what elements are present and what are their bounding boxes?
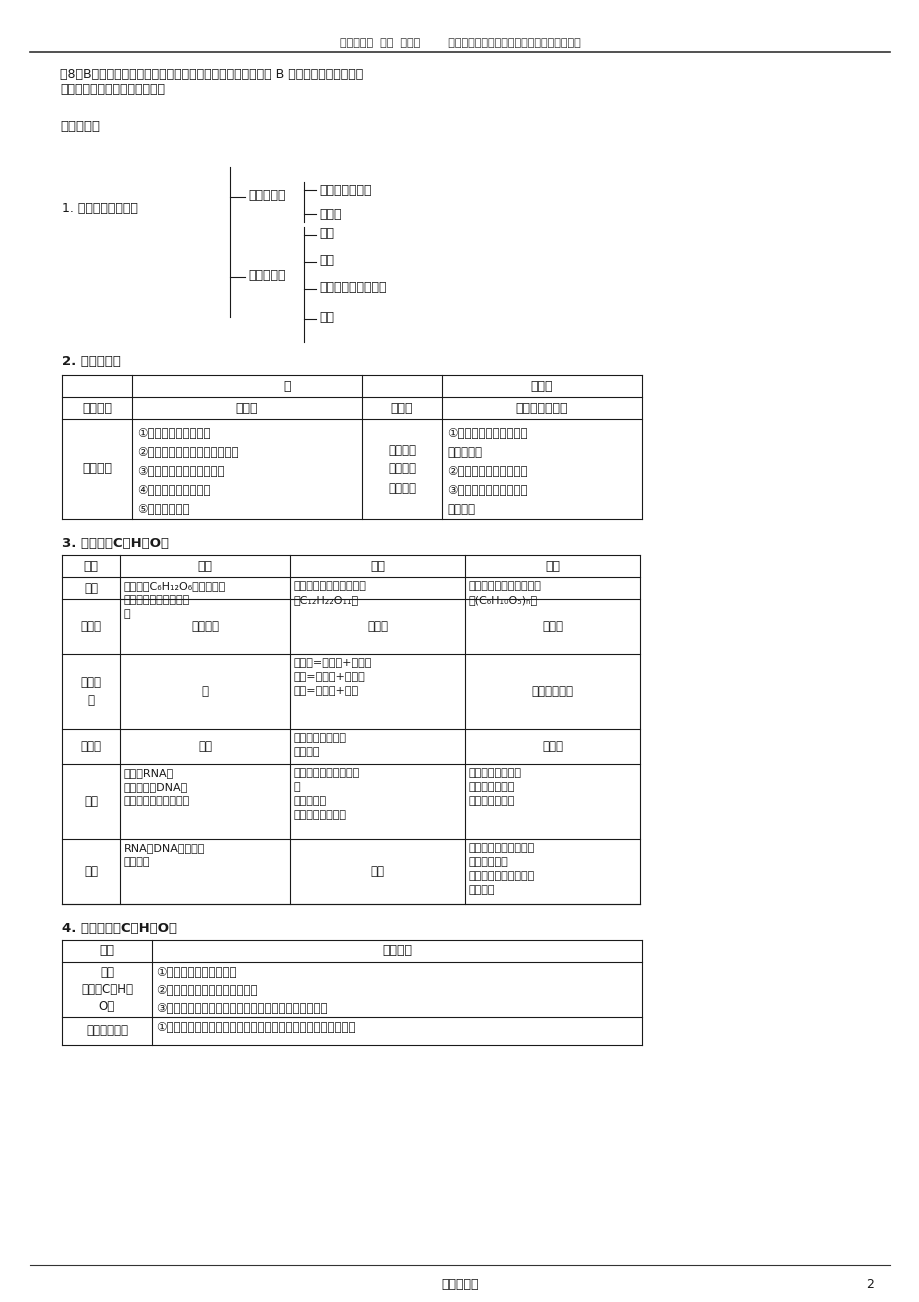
- Text: 是细胞结
构的重要
组成成分: 是细胞结 构的重要 组成成分: [388, 444, 415, 495]
- Text: 1. 构成细胞的化合物: 1. 构成细胞的化合物: [62, 202, 138, 215]
- Text: 能水解: 能水解: [541, 620, 562, 633]
- Text: 无机盐: 无机盐: [530, 379, 552, 392]
- Text: 水解产
物: 水解产 物: [81, 677, 101, 707]
- Text: 核糖：RNA中
脱氧核糖：DNA中
葡萄糖：动植物细胞中: 核糖：RNA中 脱氧核糖：DNA中 葡萄糖：动植物细胞中: [124, 768, 190, 806]
- Text: 4. 脂质（主要C、H、O）: 4. 脂质（主要C、H、O）: [62, 922, 176, 935]
- Text: 不能水解: 不能水解: [191, 620, 219, 633]
- Text: 蔗糖、麦芽糖、乳糖（均
为C₁₂H₂₂O₁₁）: 蔗糖、麦芽糖、乳糖（均 为C₁₂H₂₂O₁₁）: [294, 581, 367, 605]
- Text: 生理功能: 生理功能: [381, 944, 412, 957]
- Text: 二、化合物: 二、化合物: [60, 120, 100, 133]
- Text: 还原性: 还原性: [81, 740, 101, 753]
- Text: 都没有: 都没有: [541, 740, 562, 753]
- Text: 类别: 类别: [84, 560, 98, 573]
- Text: 功能: 功能: [84, 865, 98, 878]
- Text: 结合水: 结合水: [391, 401, 413, 414]
- Text: 单糖: 单糖: [198, 560, 212, 573]
- Text: （8）B：能够促进花粉的萌发和花粉管的伸长。当植物体内缺 B 时，花药和花丝萎缩，
花粉发育不良，影响受精过程。: （8）B：能够促进花粉的萌发和花粉管的伸长。当植物体内缺 B 时，花药和花丝萎缩…: [60, 68, 363, 96]
- Text: 自由水: 自由水: [235, 401, 258, 414]
- Text: （大多数）离子: （大多数）离子: [516, 401, 568, 414]
- Text: 能水解: 能水解: [367, 620, 388, 633]
- Text: 脂肪
（只含C、H、
O）: 脂肪 （只含C、H、 O）: [81, 966, 133, 1013]
- Text: 麦芽糖：发芽大麦、啤
酒
乳糖：乳汁
蔗糖：甘蔗、甜菜: 麦芽糖：发芽大麦、啤 酒 乳糖：乳汁 蔗糖：甘蔗、甜菜: [294, 768, 360, 820]
- Text: ①细胞内良好的储能物质
②减少热量损失，维持体温恒定
③减少内脏器官之间的摩擦，具有缓冲外界压力的作用: ①细胞内良好的储能物质 ②减少热量损失，维持体温恒定 ③减少内脏器官之间的摩擦，…: [156, 966, 327, 1016]
- Text: RNA、DNA的成分；
能源物质: RNA、DNA的成分； 能源物质: [124, 842, 205, 867]
- Text: 都产生葡萄糖: 都产生葡萄糖: [531, 685, 573, 698]
- Text: 淀粉：谷类、薯类
纤维素：细胞壁
糖元：肝、肌肉: 淀粉：谷类、薯类 纤维素：细胞壁 糖元：肝、肌肉: [469, 768, 521, 806]
- Text: 有：麦芽糖、乳糖
无：蔗糖: 有：麦芽糖、乳糖 无：蔗糖: [294, 733, 346, 756]
- Text: 2. 水和无机盐: 2. 水和无机盐: [62, 355, 120, 368]
- Text: 作者：贵州  贵阳  朱伟民        版权所有，禁止转载和上传至其他任何网站！: 作者：贵州 贵阳 朱伟民 版权所有，禁止转载和上传至其他任何网站！: [339, 38, 580, 48]
- Text: ①是细胞内良好的溶剂
②参与生物体内的许多生化反应
③运输营养物质和代谢废物
④为细胞提供液体环境
⑤调节生物体温: ①是细胞内良好的溶剂 ②参与生物体内的许多生化反应 ③运输营养物质和代谢废物 ④…: [137, 427, 238, 516]
- Text: 供能: 供能: [370, 865, 384, 878]
- Text: 葡萄糖（C₆H₁₂O₆）、核糖、
脱氧核糖、果糖、半乳
糖: 葡萄糖（C₆H₁₂O₆）、核糖、 脱氧核糖、果糖、半乳 糖: [124, 581, 226, 618]
- Text: 都有: 都有: [198, 740, 211, 753]
- Text: 二糖: 二糖: [369, 560, 384, 573]
- Text: 水（含量最高）: 水（含量最高）: [319, 184, 371, 197]
- Text: 类脂（磷脂）: 类脂（磷脂）: [85, 1025, 128, 1038]
- Text: 脂质: 脂质: [319, 254, 334, 267]
- Text: 举例: 举例: [84, 582, 98, 595]
- Text: ①是构成细胞膜、线粒体膜、叶绿体膜等结构的重要成分（一切: ①是构成细胞膜、线粒体膜、叶绿体膜等结构的重要成分（一切: [156, 1021, 355, 1034]
- Text: 无机盐: 无机盐: [319, 208, 341, 221]
- Text: 植物：细胞储能物质、
细胞壁的成分
动物：调节血糖、氧化
分解供能: 植物：细胞储能物质、 细胞壁的成分 动物：调节血糖、氧化 分解供能: [469, 842, 535, 894]
- Text: 生理作用: 生理作用: [82, 462, 112, 475]
- Text: 有机化合物: 有机化合物: [248, 270, 285, 283]
- Text: 2: 2: [865, 1279, 873, 1292]
- Text: 存在形式: 存在形式: [82, 401, 112, 414]
- Text: 无: 无: [201, 685, 209, 698]
- Text: ①细胞内某些复杂化合物
的组成成分
②维持生物体的生命活动
③维持细胞的酸碱平衡及
离子平衡: ①细胞内某些复杂化合物 的组成成分 ②维持生物体的生命活动 ③维持细胞的酸碱平衡…: [447, 427, 527, 516]
- Text: 水解性: 水解性: [81, 620, 101, 633]
- Text: 种类: 种类: [99, 944, 114, 957]
- Text: 细胞生物学: 细胞生物学: [441, 1279, 478, 1292]
- Text: 存在: 存在: [84, 796, 98, 809]
- Text: 多糖: 多糖: [544, 560, 560, 573]
- Text: 无机化合物: 无机化合物: [248, 189, 285, 202]
- Text: 蛋白质（含量最高）: 蛋白质（含量最高）: [319, 281, 386, 294]
- Text: 3. 糖类（仅C、H、O）: 3. 糖类（仅C、H、O）: [62, 536, 169, 549]
- Text: 糖类: 糖类: [319, 227, 334, 240]
- Text: 麦芽糖=葡萄糖+葡萄糖
乳糖=葡萄糖+半乳糖
蔗糖=葡萄糖+果糖: 麦芽糖=葡萄糖+葡萄糖 乳糖=葡萄糖+半乳糖 蔗糖=葡萄糖+果糖: [294, 658, 372, 697]
- Text: 水: 水: [283, 379, 290, 392]
- Text: 核酸: 核酸: [319, 311, 334, 324]
- Text: 淀粉、糖元、纤维素（均
为(C₆H₁₀O₅)ₙ）: 淀粉、糖元、纤维素（均 为(C₆H₁₀O₅)ₙ）: [469, 581, 541, 605]
